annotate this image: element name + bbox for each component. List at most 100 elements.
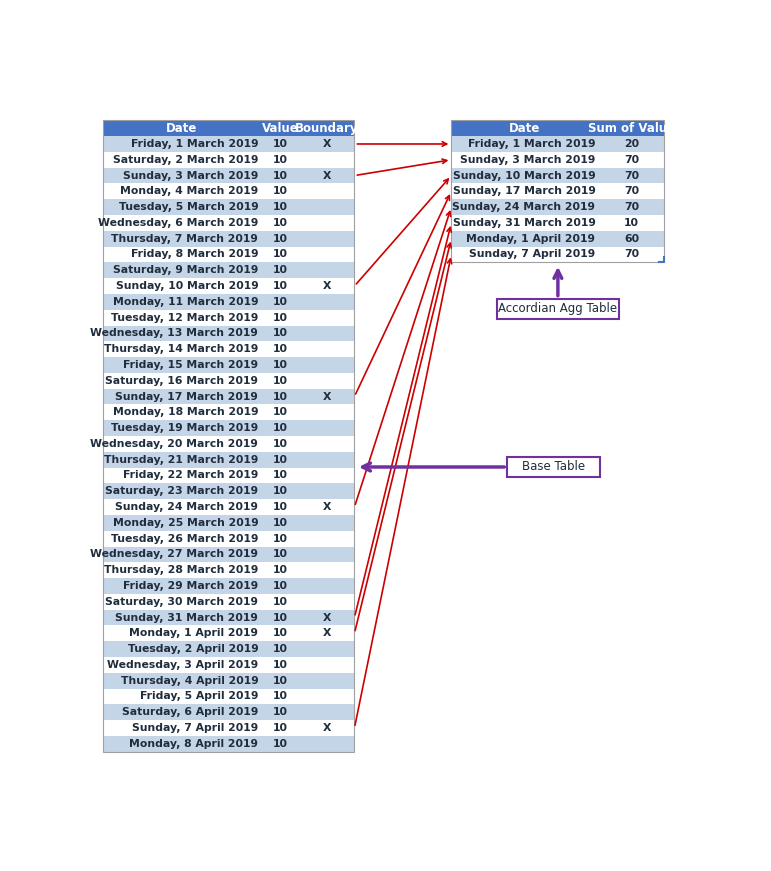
Text: 10: 10 bbox=[273, 139, 288, 149]
Text: 20: 20 bbox=[624, 139, 639, 149]
Text: Monday, 8 April 2019: Monday, 8 April 2019 bbox=[130, 739, 258, 749]
Text: X: X bbox=[322, 723, 331, 733]
Text: Friday, 29 March 2019: Friday, 29 March 2019 bbox=[123, 581, 258, 591]
Bar bbox=[103, 404, 355, 420]
Text: 10: 10 bbox=[273, 660, 288, 670]
Bar bbox=[103, 436, 355, 452]
Bar bbox=[103, 373, 355, 388]
Text: 10: 10 bbox=[273, 534, 288, 544]
Bar bbox=[103, 388, 355, 404]
Text: 70: 70 bbox=[624, 186, 639, 196]
Text: 10: 10 bbox=[273, 439, 288, 449]
Text: Saturday, 30 March 2019: Saturday, 30 March 2019 bbox=[106, 597, 258, 607]
Text: X: X bbox=[322, 628, 331, 638]
Bar bbox=[451, 199, 665, 215]
Bar bbox=[103, 184, 355, 199]
Bar bbox=[451, 120, 665, 262]
Bar bbox=[103, 720, 355, 736]
Text: 10: 10 bbox=[273, 344, 288, 354]
Text: 70: 70 bbox=[624, 155, 639, 165]
Bar bbox=[103, 136, 355, 152]
Bar bbox=[103, 657, 355, 672]
Text: 10: 10 bbox=[273, 628, 288, 638]
Text: X: X bbox=[322, 281, 331, 291]
Bar bbox=[451, 120, 665, 136]
Bar bbox=[103, 341, 355, 357]
Text: 10: 10 bbox=[273, 502, 288, 512]
Bar bbox=[451, 231, 665, 246]
Bar bbox=[103, 326, 355, 341]
Bar bbox=[103, 610, 355, 625]
Bar bbox=[103, 468, 355, 483]
Bar bbox=[451, 184, 665, 199]
Text: 10: 10 bbox=[273, 155, 288, 165]
Text: Wednesday, 6 March 2019: Wednesday, 6 March 2019 bbox=[98, 218, 258, 228]
Text: Saturday, 16 March 2019: Saturday, 16 March 2019 bbox=[106, 375, 258, 386]
Text: 10: 10 bbox=[273, 408, 288, 417]
Text: Saturday, 9 March 2019: Saturday, 9 March 2019 bbox=[113, 266, 258, 275]
Text: Accordian Agg Table: Accordian Agg Table bbox=[498, 302, 618, 315]
Text: Monday, 1 April 2019: Monday, 1 April 2019 bbox=[466, 233, 595, 244]
Text: Saturday, 6 April 2019: Saturday, 6 April 2019 bbox=[122, 707, 258, 717]
Bar bbox=[103, 483, 355, 499]
Text: 10: 10 bbox=[273, 707, 288, 717]
Text: 10: 10 bbox=[273, 392, 288, 402]
Text: 10: 10 bbox=[273, 218, 288, 228]
Text: Sum of Value: Sum of Value bbox=[588, 122, 675, 134]
Text: Sunday, 31 March 2019: Sunday, 31 March 2019 bbox=[453, 218, 595, 228]
Bar bbox=[103, 215, 355, 231]
Bar bbox=[103, 546, 355, 563]
Bar bbox=[103, 672, 355, 689]
Text: 10: 10 bbox=[273, 202, 288, 213]
Bar bbox=[451, 152, 665, 167]
Text: Monday, 25 March 2019: Monday, 25 March 2019 bbox=[113, 518, 258, 528]
Text: 10: 10 bbox=[273, 455, 288, 465]
Bar bbox=[103, 199, 355, 215]
Bar bbox=[451, 136, 665, 152]
Text: 70: 70 bbox=[624, 249, 639, 260]
FancyBboxPatch shape bbox=[497, 299, 619, 319]
Text: Value: Value bbox=[261, 122, 298, 134]
Bar bbox=[103, 120, 355, 752]
Bar bbox=[103, 705, 355, 720]
Text: 70: 70 bbox=[624, 202, 639, 213]
Text: Friday, 15 March 2019: Friday, 15 March 2019 bbox=[123, 360, 258, 370]
Text: Tuesday, 2 April 2019: Tuesday, 2 April 2019 bbox=[127, 644, 258, 654]
Text: Saturday, 23 March 2019: Saturday, 23 March 2019 bbox=[105, 486, 258, 496]
Text: X: X bbox=[322, 171, 331, 180]
Text: Sunday, 7 April 2019: Sunday, 7 April 2019 bbox=[470, 249, 595, 260]
Bar bbox=[103, 515, 355, 530]
Bar bbox=[103, 530, 355, 546]
Text: 10: 10 bbox=[273, 470, 288, 481]
Text: Wednesday, 3 April 2019: Wednesday, 3 April 2019 bbox=[107, 660, 258, 670]
Text: X: X bbox=[322, 139, 331, 149]
Text: Saturday, 2 March 2019: Saturday, 2 March 2019 bbox=[113, 155, 258, 165]
Bar bbox=[103, 152, 355, 167]
Text: X: X bbox=[322, 392, 331, 402]
Text: 10: 10 bbox=[273, 171, 288, 180]
Bar bbox=[451, 167, 665, 184]
Text: 10: 10 bbox=[273, 297, 288, 307]
Text: 10: 10 bbox=[273, 597, 288, 607]
Text: 10: 10 bbox=[273, 186, 288, 196]
Text: 10: 10 bbox=[273, 313, 288, 322]
Text: Sunday, 3 March 2019: Sunday, 3 March 2019 bbox=[460, 155, 595, 165]
Text: 10: 10 bbox=[273, 550, 288, 559]
Text: Friday, 22 March 2019: Friday, 22 March 2019 bbox=[123, 470, 258, 481]
Text: 10: 10 bbox=[273, 375, 288, 386]
Bar bbox=[451, 215, 665, 231]
Text: 10: 10 bbox=[273, 233, 288, 244]
Bar bbox=[103, 246, 355, 262]
Text: 10: 10 bbox=[273, 486, 288, 496]
Text: Sunday, 24 March 2019: Sunday, 24 March 2019 bbox=[116, 502, 258, 512]
Text: 10: 10 bbox=[273, 739, 288, 749]
Text: 70: 70 bbox=[624, 171, 639, 180]
Bar bbox=[103, 120, 355, 136]
Text: 10: 10 bbox=[273, 281, 288, 291]
Text: Thursday, 14 March 2019: Thursday, 14 March 2019 bbox=[104, 344, 258, 354]
Bar bbox=[103, 231, 355, 246]
Text: 10: 10 bbox=[273, 423, 288, 433]
Text: Sunday, 10 March 2019: Sunday, 10 March 2019 bbox=[116, 281, 258, 291]
Text: 10: 10 bbox=[273, 565, 288, 575]
Bar bbox=[103, 641, 355, 657]
